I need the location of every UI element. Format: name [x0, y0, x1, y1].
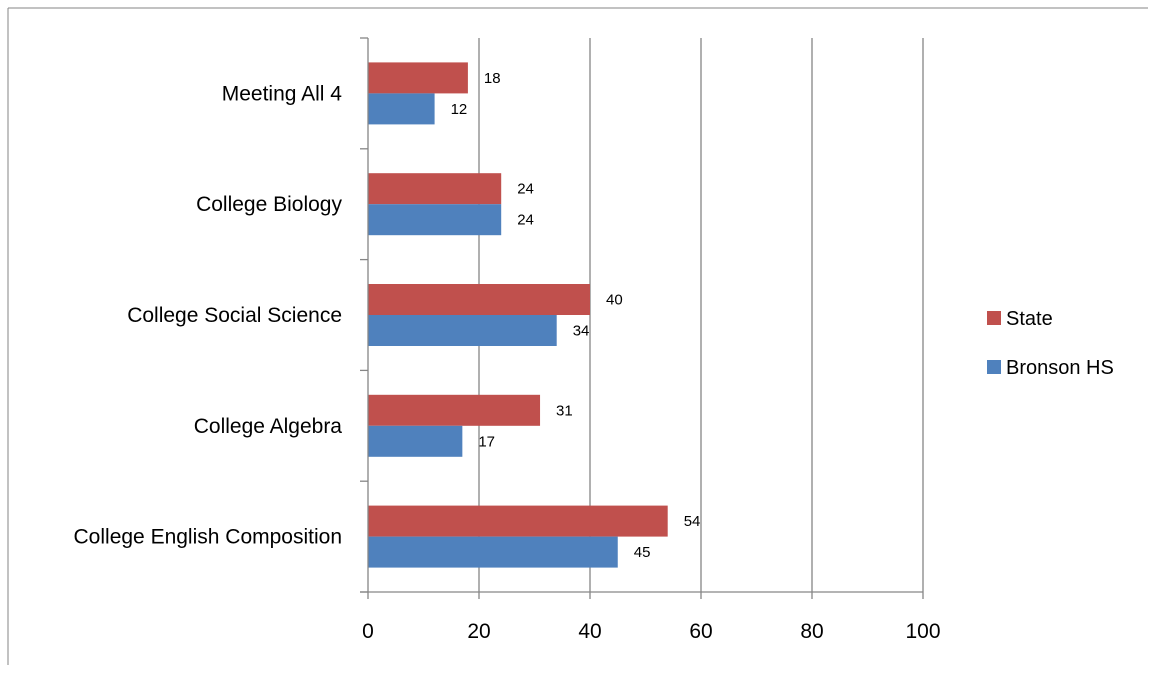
bar-state [368, 505, 668, 537]
data-label-state: 40 [606, 292, 623, 309]
data-label-bronson-hs: 24 [517, 212, 534, 229]
tick-labels: 0 20 40 60 80 100 [362, 620, 940, 643]
bar-state [368, 62, 468, 94]
legend-label-state: State [1006, 308, 1053, 330]
bar-bronson-hs [368, 425, 463, 457]
gridlines [478, 38, 924, 592]
bar-state [368, 394, 541, 426]
data-label-bronson-hs: 34 [573, 323, 590, 340]
axes [360, 37, 924, 599]
x-tick-label: 0 [362, 620, 374, 643]
x-tick-label: 60 [689, 620, 712, 643]
x-tick-label: 100 [905, 620, 940, 643]
data-labels: 18 12 24 24 40 34 31 17 54 45 [451, 70, 701, 561]
bar-state [368, 284, 590, 315]
bar-bronson-hs [368, 93, 435, 125]
legend-label-bronson-hs: Bronson HS [1006, 357, 1114, 379]
bar-state [368, 173, 502, 205]
bar-bronson-hs [368, 315, 557, 346]
data-label-state: 24 [517, 181, 534, 198]
x-tick-label: 20 [467, 620, 490, 643]
data-label-state: 54 [684, 513, 701, 530]
category-label: Meeting All 4 [222, 82, 343, 105]
legend-swatch-state [987, 311, 1001, 325]
category-label: College Social Science [127, 304, 342, 327]
data-label-bronson-hs: 45 [634, 544, 651, 561]
x-tick-label: 40 [578, 620, 601, 643]
data-label-state: 31 [556, 402, 573, 419]
data-label-bronson-hs: 17 [478, 433, 495, 450]
category-label: College Biology [196, 193, 342, 216]
data-label-state: 18 [484, 70, 501, 87]
x-tick-label: 80 [800, 620, 823, 643]
bar-bronson-hs [368, 204, 502, 236]
category-label: College Algebra [194, 415, 343, 438]
category-labels: Meeting All 4 College Biology College Soci… [74, 82, 343, 548]
category-label: College English Composition [74, 526, 342, 549]
data-label-bronson-hs: 12 [451, 101, 468, 118]
bar-bronson-hs [368, 536, 618, 568]
bars [368, 62, 668, 568]
legend-swatch-bronson-hs [987, 360, 1001, 374]
legend: State Bronson HS [987, 308, 1114, 379]
